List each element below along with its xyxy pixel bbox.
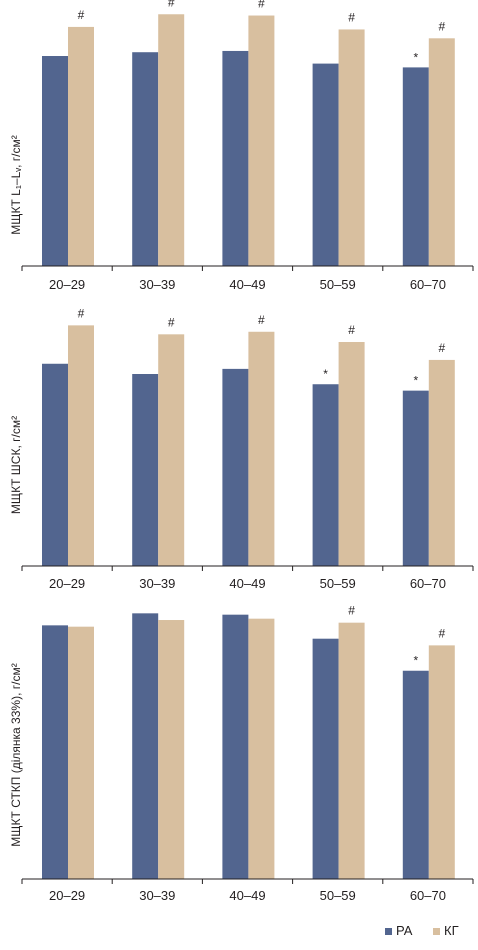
- chart-3-mark-ra-5: *: [413, 654, 418, 668]
- chart-1-bar-kg-4: [338, 29, 365, 266]
- chart-3-bar-kg-2: [158, 620, 185, 879]
- legend-label-ra: РА: [396, 923, 413, 938]
- chart-3-bar-kg-1: [68, 626, 94, 879]
- legend-label-kg: КГ: [444, 923, 459, 938]
- chart-3-x-tick-label: 30–39: [139, 888, 175, 903]
- chart-3-bar-ra-5: [402, 670, 429, 879]
- chart-1-x-tick-label: 40–49: [229, 277, 265, 292]
- chart-3-bar-ra-1: [42, 625, 68, 879]
- chart-1-bar-ra-3: [222, 50, 249, 267]
- chart-2-bar-kg-1: [68, 325, 94, 566]
- chart-3-bar-ra-3: [222, 614, 249, 879]
- chart-1-mark-kg-2: #: [168, 0, 175, 9]
- chart-2-x-tick-label: 40–49: [229, 576, 265, 591]
- chart-2-x-tick-label: 50–59: [320, 576, 356, 591]
- chart-2-bar-ra-2: [132, 374, 159, 566]
- chart-2-mark-ra-4: *: [323, 367, 328, 381]
- chart-1-bar-kg-5: [428, 38, 455, 266]
- chart-2-mark-ra-5: *: [413, 374, 418, 388]
- chart-1-x-tick-label: 60–70: [410, 277, 446, 292]
- chart-2-bar-kg-2: [158, 334, 185, 566]
- chart-2-bar-ra-4: [312, 384, 339, 566]
- chart-3-bar-kg-4: [338, 622, 365, 879]
- chart-1-mark-ra-5: *: [413, 50, 418, 64]
- chart-3-mark-kg-5: #: [438, 626, 445, 640]
- chart-3-bar-ra-2: [132, 613, 159, 879]
- chart-2-bar-kg-3: [248, 331, 275, 566]
- legend-swatch-kg: [433, 928, 440, 935]
- chart-3-x-tick-label: 60–70: [410, 888, 446, 903]
- chart-1-mark-kg-3: #: [258, 0, 265, 11]
- chart-1-mark-kg-4: #: [348, 10, 355, 24]
- chart-2-bar-ra-3: [222, 368, 249, 566]
- chart-1-bar-ra-1: [42, 56, 68, 267]
- chart-3-bar-kg-5: [428, 645, 455, 879]
- chart-1-x-tick-label: 20–29: [49, 277, 85, 292]
- chart-3-mark-kg-4: #: [348, 604, 355, 618]
- chart-2-x-tick-label: 20–29: [49, 576, 85, 591]
- chart-2-mark-kg-5: #: [438, 341, 445, 355]
- chart-1-bar-kg-1: [68, 26, 94, 266]
- chart-1-mark-kg-5: #: [438, 19, 445, 33]
- chart-3-bar-ra-4: [312, 638, 339, 879]
- chart-2-bar-ra-1: [42, 363, 68, 566]
- chart-1-mark-kg-1: #: [78, 8, 85, 22]
- chart-2-mark-kg-3: #: [258, 313, 265, 327]
- chart-2-mark-kg-2: #: [168, 315, 175, 329]
- chart-3-x-tick-label: 50–59: [320, 888, 356, 903]
- chart-2-mark-kg-4: #: [348, 323, 355, 337]
- chart-3-bar-kg-3: [248, 618, 275, 879]
- chart-1-bar-kg-2: [158, 14, 185, 267]
- legend-swatch-ra: [385, 928, 392, 935]
- chart-1-y-axis-label: МЩКТ L₁–Lᵥ, г/см²: [9, 135, 23, 234]
- chart-3-x-tick-label: 20–29: [49, 888, 85, 903]
- chart-1-bar-ra-2: [132, 52, 159, 267]
- chart-2-x-tick-label: 60–70: [410, 576, 446, 591]
- chart-1-bar-ra-4: [312, 63, 339, 266]
- chart-2-x-tick-label: 30–39: [139, 576, 175, 591]
- chart-2-bar-kg-5: [428, 359, 455, 566]
- chart-1-bar-ra-5: [402, 67, 429, 267]
- chart-3-y-axis-label: МЩКТ СТКП (ділянка 33%), г/см²: [9, 663, 23, 846]
- chart-2-y-axis-label: МЩКТ ШСК, г/см²: [9, 416, 23, 514]
- chart-3-x-tick-label: 40–49: [229, 888, 265, 903]
- chart-1-bar-kg-3: [248, 15, 275, 267]
- chart-2-bar-ra-5: [402, 390, 429, 566]
- chart-2-bar-kg-4: [338, 342, 365, 566]
- chart-1-x-tick-label: 50–59: [320, 277, 356, 292]
- chart-2-mark-kg-1: #: [78, 306, 85, 320]
- chart-1-x-tick-label: 30–39: [139, 277, 175, 292]
